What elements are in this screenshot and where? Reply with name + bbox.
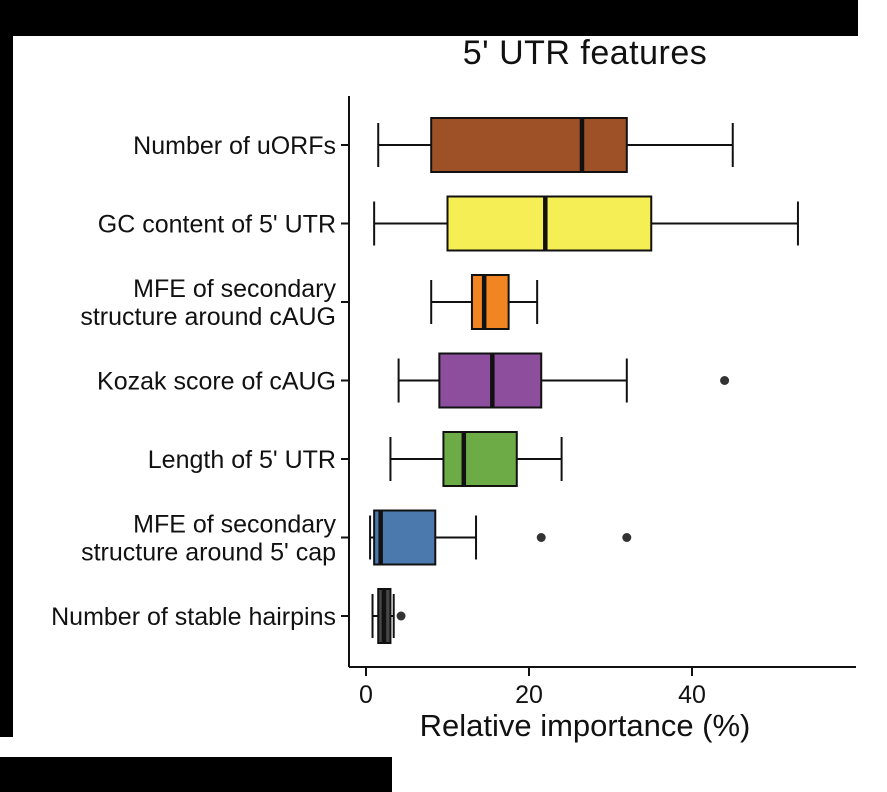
category-label: Number of uORFs xyxy=(133,132,336,160)
boxplot-row-0: Number of uORFs xyxy=(133,117,734,173)
iqr-box xyxy=(442,431,518,487)
iqr-box xyxy=(470,274,510,330)
boxplot-row-6: Number of stable hairpins xyxy=(51,588,406,644)
outlier-point xyxy=(720,376,730,385)
outlier-point xyxy=(536,533,546,542)
x-tick-label: 0 xyxy=(359,681,373,709)
boxplot-row-4: Length of 5' UTR xyxy=(148,431,563,487)
x-tick-label: 40 xyxy=(678,681,706,709)
boxplot-row-3: Kozak score of cAUG xyxy=(97,352,730,409)
outlier-point xyxy=(396,611,406,621)
boxplot-row-2: MFE of secondary structure around cAUG xyxy=(80,274,539,331)
category-label: Number of stable hairpins xyxy=(51,603,336,631)
x-axis-label: Relative importance (%) xyxy=(419,708,751,743)
category-label: Length of 5' UTR xyxy=(148,446,336,474)
category-label: MFE of secondary structure around cAUG xyxy=(80,275,336,331)
x-tick-label: 20 xyxy=(515,681,543,709)
iqr-box xyxy=(430,117,628,173)
category-label: MFE of secondary structure around 5' cap xyxy=(81,511,336,567)
boxplot-row-5: MFE of secondary structure around 5' cap xyxy=(81,509,632,567)
boxplot-row-1: GC content of 5' UTR xyxy=(98,195,799,252)
category-label: GC content of 5' UTR xyxy=(98,211,336,239)
iqr-box xyxy=(446,195,653,252)
letterbox-top-bar xyxy=(0,0,858,36)
letterbox-left-bar xyxy=(0,0,13,737)
category-label: Kozak score of cAUG xyxy=(97,368,336,396)
iqr-box xyxy=(373,509,437,566)
outlier-point xyxy=(622,533,632,542)
letterbox-bottom-bar xyxy=(0,757,392,792)
chart-title: 5' UTR features xyxy=(462,34,708,72)
